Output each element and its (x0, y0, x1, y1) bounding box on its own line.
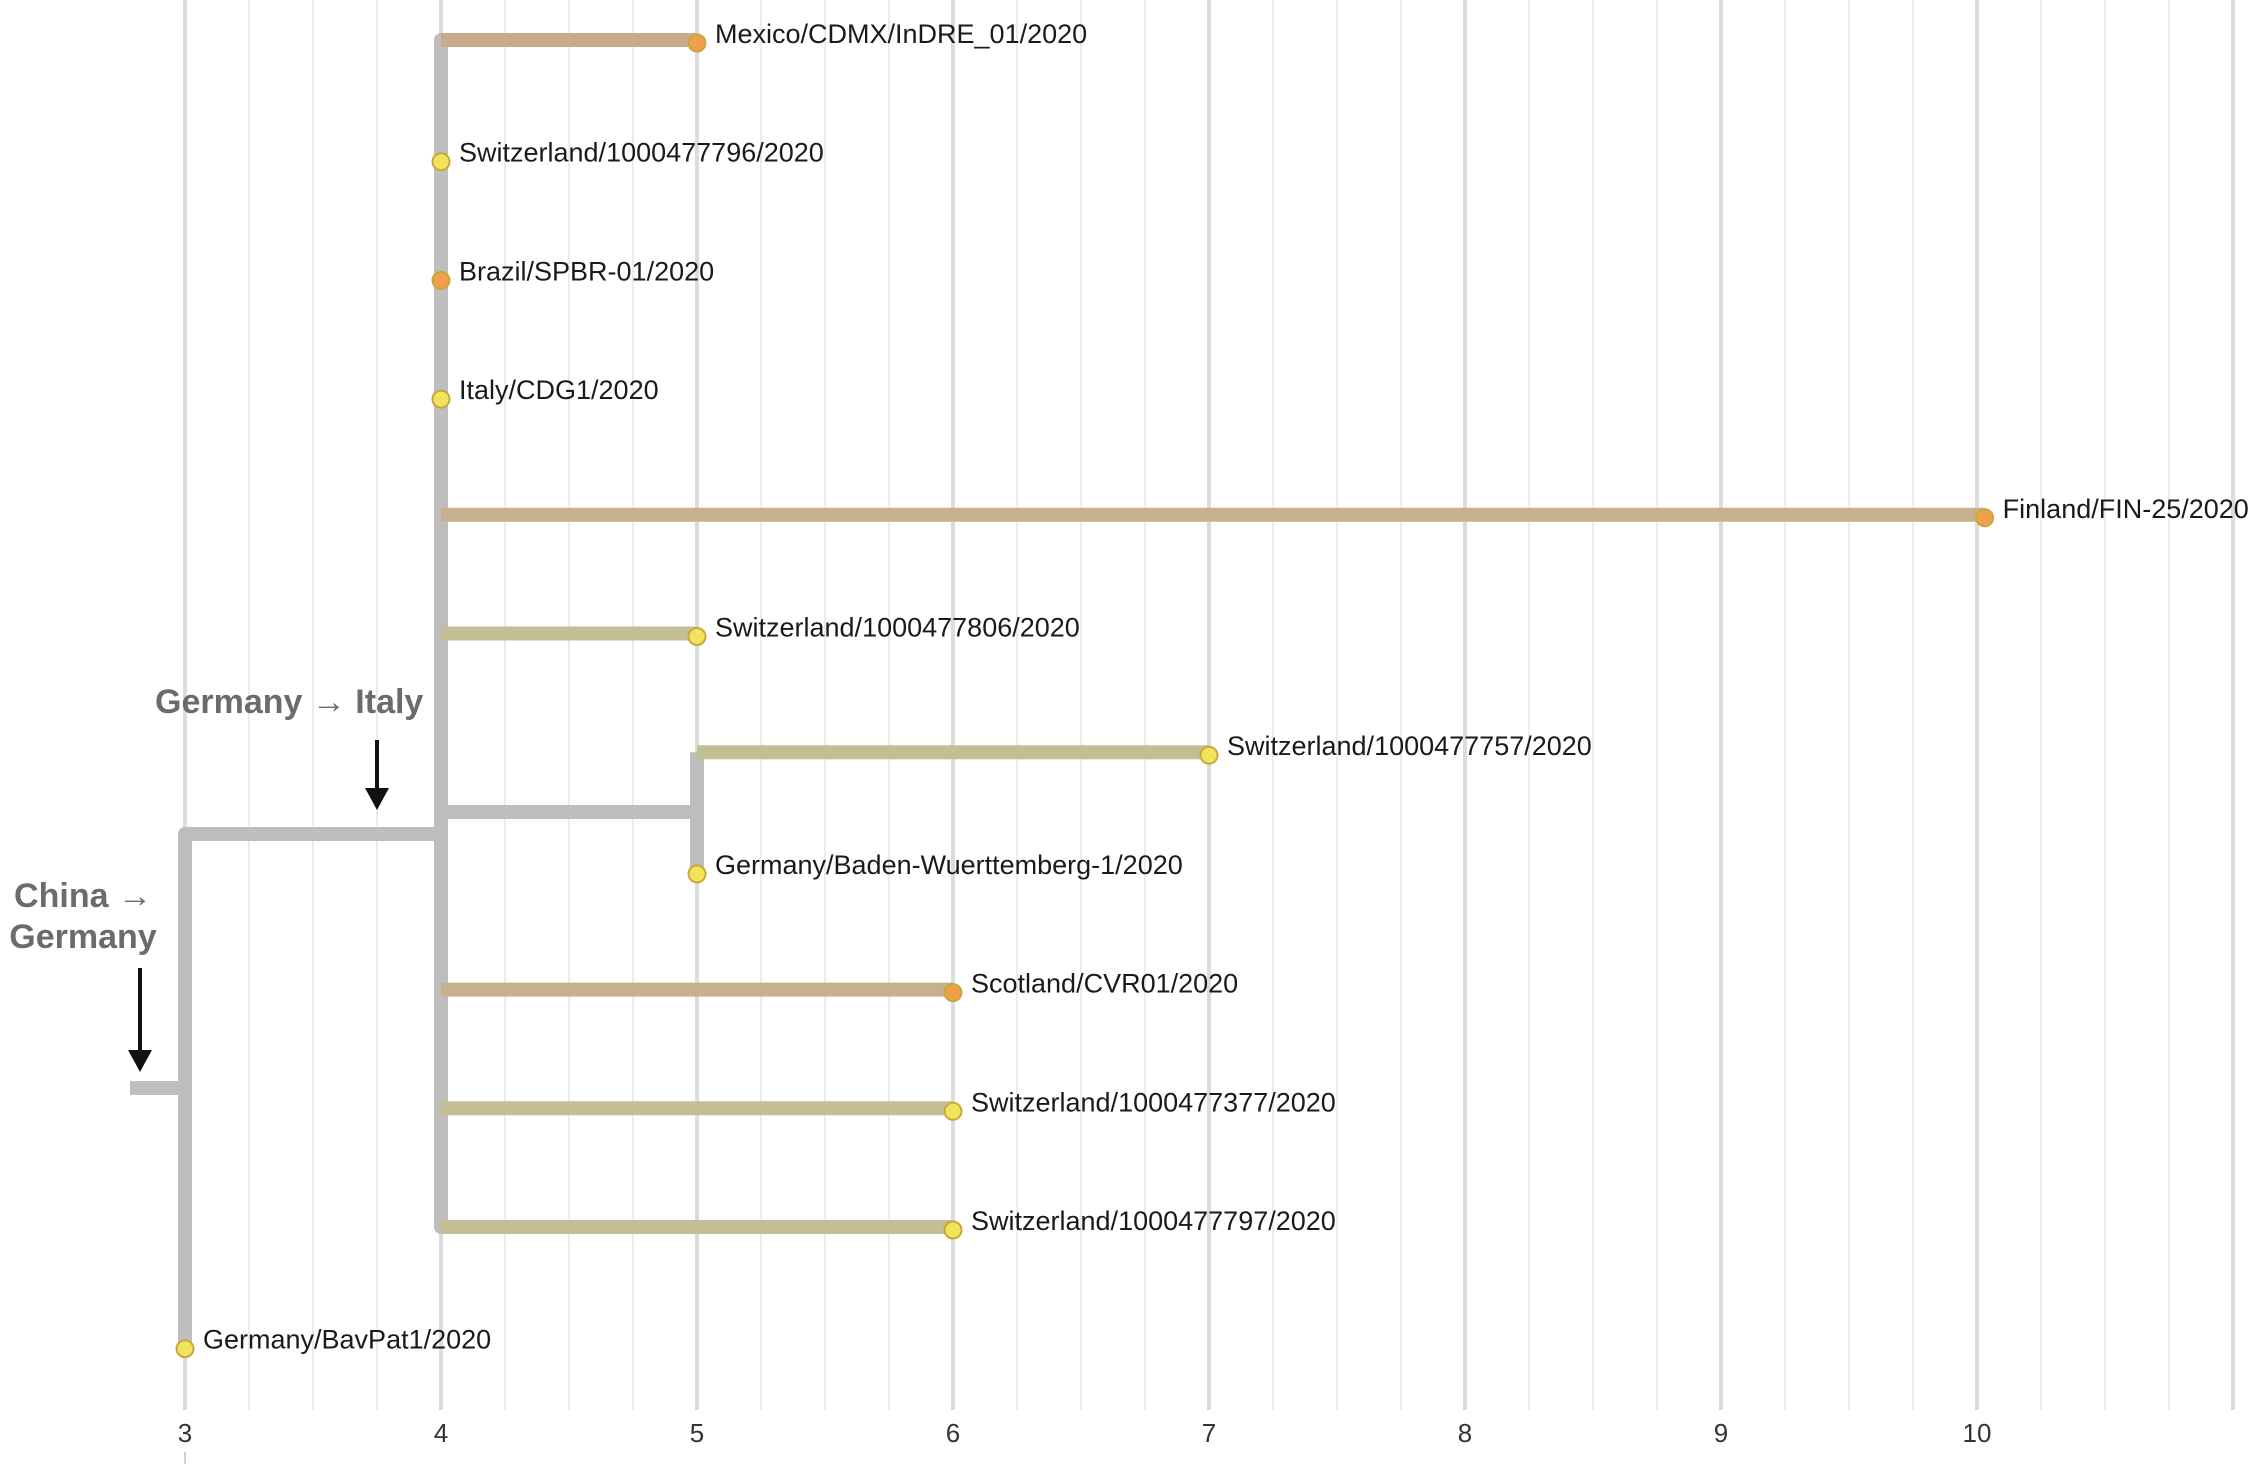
tip-label: Switzerland/1000477806/2020 (715, 613, 1080, 643)
x-tick-label: 5 (690, 1418, 704, 1448)
tip-marker (431, 270, 451, 290)
grid-lines (183, 0, 2235, 1410)
x-tick-label: 9 (1714, 1418, 1728, 1448)
tip-label: Switzerland/1000477796/2020 (459, 138, 824, 168)
tree-branches (130, 33, 1985, 1353)
tip-label: Germany/Baden-Wuerttemberg-1/2020 (715, 850, 1183, 880)
tip-markers (175, 33, 1995, 1359)
tip-label: Scotland/CVR01/2020 (971, 969, 1238, 999)
tip-label: Switzerland/1000477757/2020 (1227, 731, 1592, 761)
x-tick-label: 7 (1202, 1418, 1216, 1448)
tip-marker (1199, 745, 1219, 765)
arrow-head (365, 788, 389, 810)
tip-labels: Mexico/CDMX/InDRE_01/2020 Switzerland/100… (203, 19, 2249, 1355)
tip-marker (431, 389, 451, 409)
tip-marker (431, 152, 451, 172)
tip-marker (687, 864, 707, 884)
tip-marker (1975, 508, 1995, 528)
x-tick-label: 6 (946, 1418, 960, 1448)
tip-marker (175, 1339, 195, 1359)
tip-marker (943, 983, 963, 1003)
tip-label: Brazil/SPBR-01/2020 (459, 256, 714, 286)
tip-label: Germany/BavPat1/2020 (203, 1325, 491, 1355)
tip-marker (943, 1101, 963, 1121)
annotation-germany-italy: Germany → Italy (155, 683, 423, 721)
tip-marker (687, 33, 707, 53)
tip-marker (943, 1220, 963, 1240)
annotation-china-germany: China → (14, 877, 152, 915)
annotation-china-germany-line2: Germany (9, 918, 156, 956)
annotations: Germany → Italy China →Germany (9, 683, 423, 1072)
tip-label: Switzerland/1000477797/2020 (971, 1206, 1336, 1236)
x-tick-label: 8 (1458, 1418, 1472, 1448)
arrow-head (128, 1050, 152, 1072)
x-tick-label: 3 (178, 1418, 192, 1448)
tip-label: Italy/CDG1/2020 (459, 375, 659, 405)
x-tick-label: 10 (1963, 1418, 1992, 1448)
x-tick-label: 4 (434, 1418, 448, 1448)
tip-label: Finland/FIN-25/2020 (2003, 494, 2249, 524)
tip-marker (687, 627, 707, 646)
tip-label: Switzerland/1000477377/2020 (971, 1087, 1336, 1117)
x-axis: 3 4 5 6 7 8 9 10 (178, 1418, 1992, 1464)
tip-label: Mexico/CDMX/InDRE_01/2020 (715, 19, 1087, 49)
